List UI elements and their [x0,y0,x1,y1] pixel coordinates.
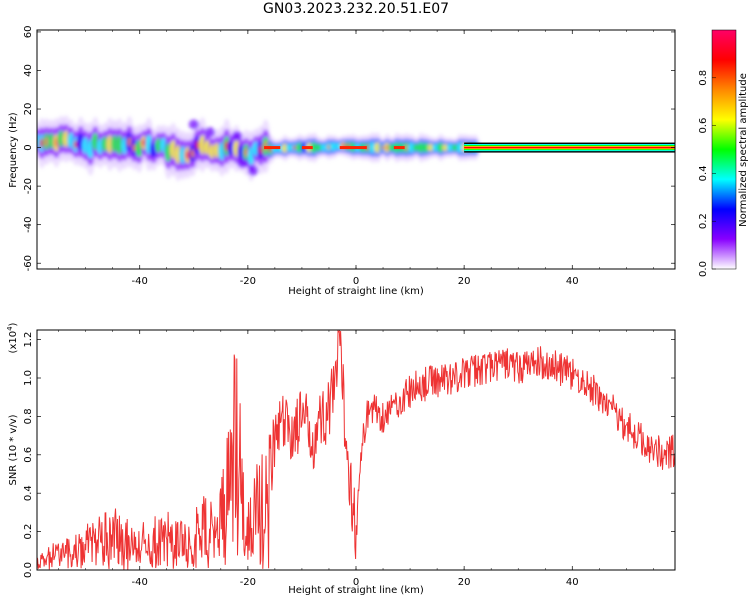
colorbar-tick-label: 0.0 [698,261,709,277]
colorbar-tick-label: 0.4 [698,165,709,181]
colorbar-gradient [711,29,737,270]
spectrogram-y-tick-label: 0 [23,144,34,150]
spectrogram-ticks: -40 -20 0 20 40 -60 -40 -20 0 20 40 60 [23,26,675,287]
snr-y-tick-label: 0.2 [23,524,34,540]
snr-x-tick-label: -20 [240,577,256,588]
spectrogram-x-tick-label: -20 [240,276,256,287]
snr-y-tick-label: 1.2 [23,332,34,348]
snr-series-line [37,330,675,570]
snr-ticks: -40 -20 0 20 40 0.0 0.2 0.4 0.6 0.8 1.0 1.2 [23,330,675,588]
colorbar-tick-label: 0.2 [698,213,709,229]
spectrogram-x-tick-label: 40 [566,276,579,287]
colorbar-label: Normalized spectral amplitude [738,73,749,227]
spectrogram-steady-band [464,146,675,149]
snr-y-tick-label: 0.4 [23,485,34,501]
spectrogram-hot-segment [264,146,281,150]
snr-y-tick-label: 0.8 [23,408,34,424]
colorbar-tick-label: 0.8 [698,70,709,86]
snr-ylabel: SNR (10 * v/v) [8,414,19,485]
colorbar: 0.0 0.2 0.4 0.6 0.8 Normalized spectral ampl… [698,29,749,277]
spectrogram-xlabel: Height of straight line (km) [288,286,424,297]
snr-exponent-label: (x104) [6,322,19,353]
spectrogram-panel: -40 -20 0 20 40 -60 -40 -20 0 20 40 60 Height of st… [8,26,676,297]
spectrogram-x-tick-label: -40 [132,276,148,287]
spectrogram-y-tick-label: -40 [23,216,34,232]
spectrogram-ylabel: Frequency (Hz) [8,112,19,188]
spectrogram-hot-segment [301,146,313,150]
spectrogram-y-tick-label: -60 [23,255,34,271]
snr-y-tick-label: 0.6 [23,447,34,463]
spectrogram-excursion [205,127,216,138]
spectrogram-y-tick-label: 20 [23,103,34,116]
snr-x-tick-label: 0 [353,577,359,588]
colorbar-ticks: 0.0 0.2 0.4 0.6 0.8 [698,70,716,277]
spectrogram-hot-segment [339,146,367,150]
spectrogram-excursion [188,119,199,130]
spectrogram-y-tick-label: 40 [23,64,34,77]
snr-panel: -40 -20 0 20 40 0.0 0.2 0.4 0.6 0.8 1.0 1.2 Height … [6,322,676,596]
spectrogram-excursion [248,165,259,176]
spectrogram-energy [37,115,480,182]
page-title: GN03.2023.232.20.51.E07 [262,1,450,17]
spectrogram-hot-segment [393,146,405,150]
snr-x-tick-label: 20 [458,577,471,588]
spectrogram-excursion [237,157,248,168]
spectrogram-y-tick-label: -20 [23,178,34,194]
snr-xlabel: Height of straight line (km) [288,585,424,596]
snr-y-tick-label: 1.0 [23,370,34,386]
spectrogram-x-tick-label: 0 [353,276,359,287]
snr-y-tick-label: 0.0 [23,562,34,578]
spectrogram-heatmap [37,115,675,182]
snr-x-tick-label: -40 [132,577,148,588]
spectrogram-x-tick-label: 20 [458,276,471,287]
colorbar-tick-label: 0.6 [698,118,709,134]
snr-x-tick-label: 40 [566,577,579,588]
spectrogram-excursion [232,131,243,142]
spectrogram-y-tick-label: 60 [23,26,34,39]
